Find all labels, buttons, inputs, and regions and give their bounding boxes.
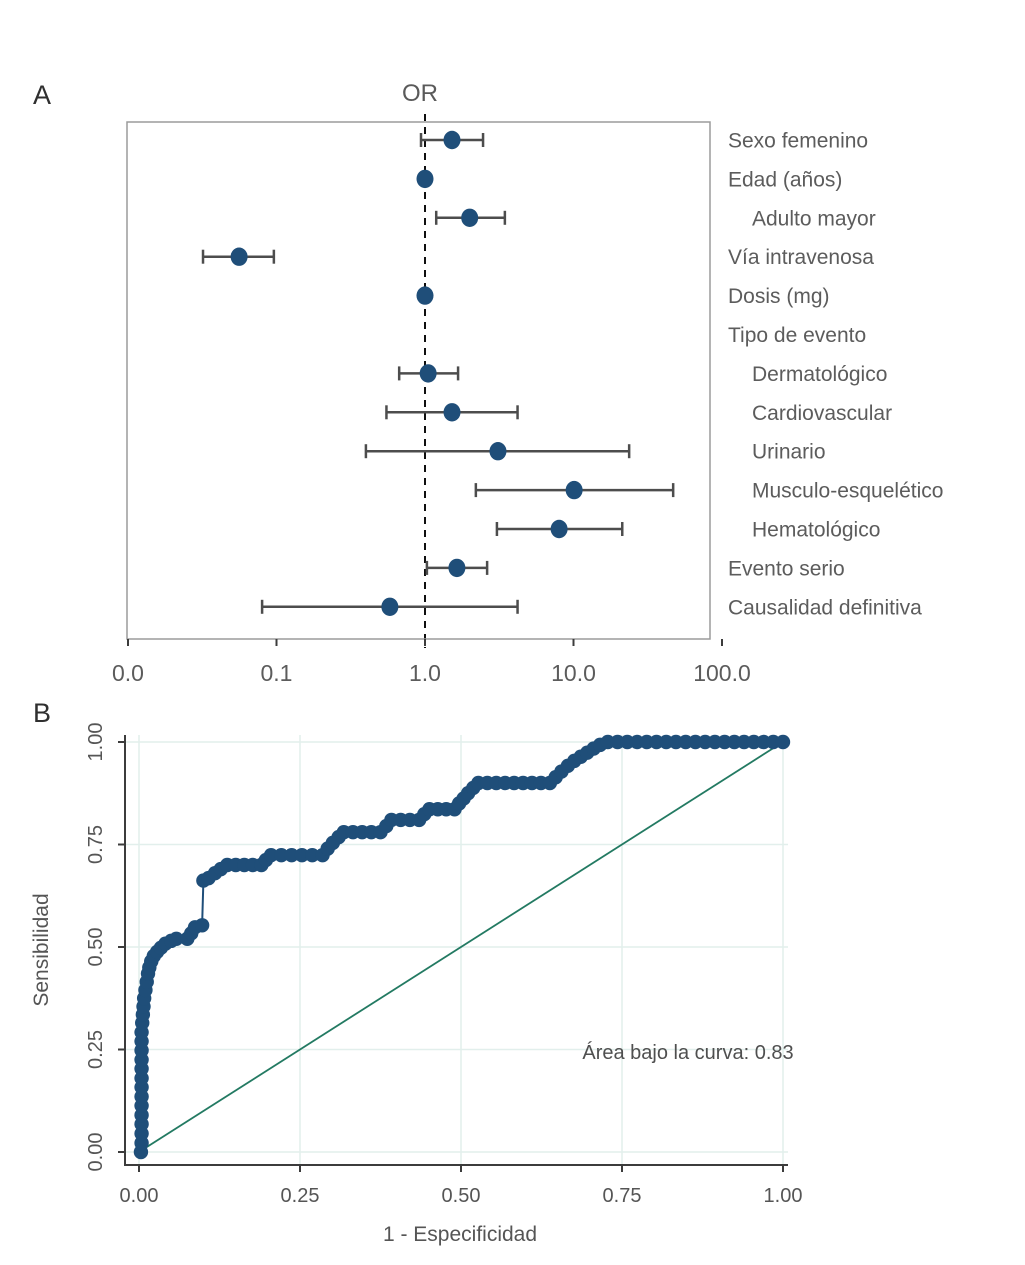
- forest-row-marker: [419, 130, 485, 150]
- roc-point: [775, 734, 791, 750]
- forest-row-marker: [385, 403, 519, 422]
- forest-x-tick-label: 0.0: [112, 660, 144, 686]
- panel-a-letter: A: [33, 80, 51, 110]
- panel-b-letter: B: [33, 698, 51, 728]
- roc-point: [263, 847, 279, 863]
- forest-row-label: Musculo-esquelético: [752, 480, 943, 503]
- forest-row-marker: [434, 208, 507, 227]
- or-point: [381, 597, 399, 616]
- roc-x-tick-label: 0.25: [281, 1185, 320, 1207]
- roc-point: [305, 847, 320, 863]
- forest-row-label: Causalidad definitiva: [728, 596, 922, 619]
- or-point: [489, 442, 507, 461]
- or-point: [443, 403, 461, 422]
- roc-y-tick-label: 0.25: [85, 1030, 107, 1069]
- roc-y-tick-label: 0.75: [85, 825, 107, 864]
- forest-row-marker: [416, 169, 434, 189]
- or-point: [230, 247, 248, 266]
- or-point: [416, 169, 434, 189]
- forest-row-label: Tipo de evento: [728, 324, 866, 347]
- roc-point: [194, 918, 210, 933]
- or-point: [419, 364, 437, 383]
- forest-x-tick-label: 1.0: [409, 660, 441, 686]
- forest-row-marker: [201, 247, 276, 266]
- roc-plot: 0.00 0.25 0.50 0.75 1.00 0.00 0.25 0.50 0.75 1.00…: [30, 723, 802, 1246]
- roc-y-axis-title: Sensibilidad: [30, 893, 53, 1006]
- roc-ticks: 0.00 0.25 0.50 0.75 1.00 0.00 0.25 0.50 0.75 1.00: [85, 723, 802, 1207]
- forest-row-marker: [397, 364, 460, 383]
- forest-row-label: Edad (años): [728, 168, 842, 191]
- roc-curve: [133, 734, 791, 1160]
- forest-row-marker: [474, 480, 675, 500]
- roc-x-axis-title: 1 - Especificidad: [383, 1223, 537, 1246]
- roc-y-tick-label: 1.00: [85, 723, 107, 762]
- roc-x-tick-label: 1.00: [764, 1185, 803, 1207]
- forest-plot-title: OR: [402, 80, 438, 107]
- roc-point: [169, 931, 184, 946]
- roc-y-tick-label: 0.00: [85, 1133, 107, 1172]
- forest-x-axis: 0.0 0.1 1.0 10.0 100.0: [112, 639, 751, 686]
- roc-x-tick-label: 0.75: [603, 1185, 642, 1207]
- forest-row-label: Vía intravenosa: [728, 246, 874, 269]
- forest-row-labels: Sexo femenino Edad (años) Adulto mayor Vía …: [728, 130, 943, 620]
- forest-row-label: Cardiovascular: [752, 402, 892, 425]
- forest-row-label: Sexo femenino: [728, 130, 868, 153]
- forest-row-marker: [495, 519, 624, 539]
- forest-row-marker: [364, 442, 631, 461]
- or-point: [443, 130, 461, 150]
- forest-x-tick-label: 100.0: [693, 660, 751, 686]
- forest-x-tick-label: 10.0: [551, 660, 596, 686]
- roc-point: [274, 847, 289, 863]
- forest-row-label: Adulto mayor: [752, 207, 876, 230]
- forest-row-label: Evento serio: [728, 557, 845, 580]
- roc-diagonal-line: [138, 741, 784, 1153]
- or-point: [461, 208, 479, 227]
- roc-point: [284, 847, 299, 863]
- roc-x-tick-label: 0.00: [120, 1185, 159, 1207]
- forest-row-marker: [425, 558, 489, 578]
- roc-point: [294, 847, 310, 863]
- roc-y-tick-label: 0.50: [85, 928, 107, 967]
- forest-row-label: Dosis (mg): [728, 285, 830, 308]
- forest-row-marker: [260, 597, 519, 616]
- forest-rows: [201, 130, 675, 616]
- or-point: [565, 480, 583, 500]
- forest-row-marker: [416, 286, 434, 305]
- roc-x-tick-label: 0.50: [442, 1185, 481, 1207]
- forest-row-label: Dermatológico: [752, 363, 887, 386]
- roc-auc-annotation: Área bajo la curva: 0.83: [582, 1041, 793, 1064]
- or-point: [550, 519, 568, 539]
- forest-x-tick-label: 0.1: [261, 660, 293, 686]
- forest-plot: 0.0 0.1 1.0 10.0 100.0 Sexo femenino Edad (añ…: [112, 114, 943, 686]
- forest-row-label: Urinario: [752, 441, 826, 464]
- forest-plot-box: [126, 121, 711, 640]
- forest-row-label: Hematológico: [752, 519, 880, 542]
- or-point: [448, 558, 466, 578]
- or-point: [416, 286, 434, 305]
